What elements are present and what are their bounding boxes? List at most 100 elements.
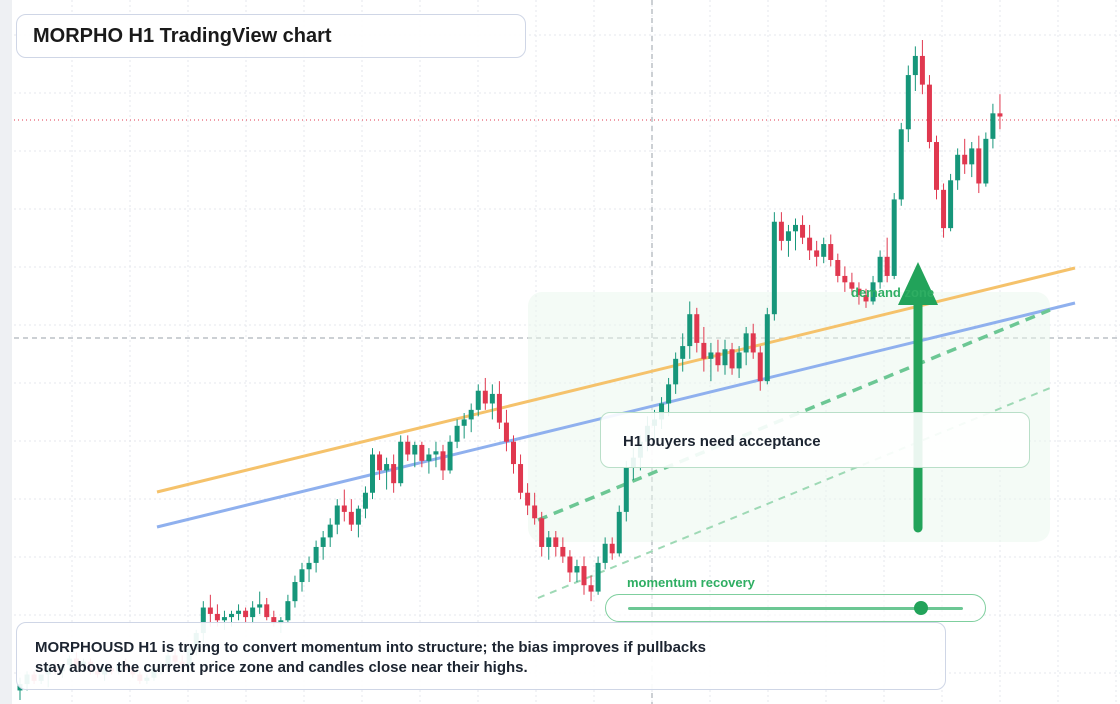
up-arrow-head bbox=[898, 262, 938, 305]
candle-body bbox=[821, 244, 827, 257]
candle-body bbox=[278, 620, 284, 624]
candle-body bbox=[863, 295, 869, 302]
candle-body bbox=[475, 390, 481, 410]
candle-body bbox=[250, 607, 256, 618]
candle-body bbox=[221, 617, 227, 621]
candle-body bbox=[680, 346, 686, 359]
candle-body bbox=[468, 409, 474, 420]
candle-body bbox=[955, 154, 961, 181]
candle-body bbox=[546, 537, 552, 547]
candle-body bbox=[553, 537, 559, 547]
candle-body bbox=[236, 610, 242, 614]
candle-body bbox=[574, 566, 580, 573]
candle-body bbox=[355, 508, 361, 525]
candle-body bbox=[348, 511, 354, 525]
candle-body bbox=[778, 221, 784, 241]
chart-title: MORPHO H1 TradingView chart bbox=[33, 25, 332, 47]
candle-body bbox=[377, 454, 383, 471]
candle-body bbox=[948, 180, 954, 229]
candle-body bbox=[623, 467, 629, 512]
candle-body bbox=[962, 154, 968, 165]
candle-body bbox=[750, 333, 756, 353]
candle-body bbox=[757, 352, 763, 382]
candle-body bbox=[447, 441, 453, 471]
candle-body bbox=[503, 422, 509, 442]
candle-body bbox=[362, 492, 368, 509]
candle-body bbox=[214, 613, 220, 621]
candle-body bbox=[687, 314, 693, 347]
candle-body bbox=[771, 221, 777, 315]
candle-body bbox=[511, 441, 516, 465]
candle-body bbox=[433, 451, 439, 455]
candle-body bbox=[426, 454, 432, 461]
candle-body bbox=[539, 518, 545, 547]
candle-body bbox=[327, 524, 333, 538]
candle-body bbox=[736, 352, 742, 369]
candle-body bbox=[969, 148, 975, 165]
candle-body bbox=[285, 601, 291, 621]
candle-body bbox=[419, 444, 425, 461]
candle-body bbox=[926, 84, 932, 143]
candle-body bbox=[518, 464, 524, 493]
candle-body bbox=[884, 256, 890, 276]
candle-body bbox=[264, 604, 270, 618]
candle-body bbox=[708, 352, 714, 359]
candle-body bbox=[997, 113, 1003, 117]
momentum-label: momentum recovery bbox=[627, 575, 755, 590]
candle-body bbox=[489, 393, 495, 404]
candle-body bbox=[898, 129, 904, 200]
candle-body bbox=[370, 454, 375, 493]
candle-body bbox=[200, 607, 206, 634]
candle-body bbox=[701, 342, 707, 359]
candle-body bbox=[941, 189, 947, 229]
candle-body bbox=[849, 282, 855, 289]
candle-body bbox=[785, 231, 791, 241]
candle-body bbox=[257, 604, 263, 608]
candle-body bbox=[292, 582, 298, 602]
candle-body bbox=[764, 314, 770, 382]
description-line-1: MORPHOUSD H1 is trying to convert moment… bbox=[35, 639, 706, 656]
candle-body bbox=[976, 148, 982, 184]
candle-body bbox=[299, 569, 305, 583]
description-panel: MORPHOUSD H1 is trying to convert moment… bbox=[16, 622, 946, 690]
candle-body bbox=[729, 349, 735, 369]
candle-body bbox=[990, 113, 996, 139]
candle-body bbox=[616, 511, 622, 554]
candle-body bbox=[905, 75, 911, 130]
candle-body bbox=[602, 543, 608, 563]
candle-body bbox=[313, 546, 319, 563]
note-panel: H1 buyers need acceptance bbox=[600, 412, 1030, 468]
candle-body bbox=[856, 288, 862, 296]
candle-body bbox=[581, 566, 587, 586]
candle-body bbox=[461, 419, 467, 426]
candle-body bbox=[391, 464, 397, 484]
slider-track bbox=[628, 607, 963, 610]
momentum-slider[interactable] bbox=[605, 594, 986, 622]
candle-body bbox=[877, 256, 883, 283]
candle-body bbox=[694, 314, 700, 343]
candle-body bbox=[496, 393, 502, 423]
candle-body bbox=[271, 617, 277, 624]
candle-body bbox=[793, 224, 798, 232]
candle-body bbox=[588, 585, 594, 592]
candle-body bbox=[983, 138, 989, 184]
candle-body bbox=[743, 333, 749, 353]
candle-body bbox=[525, 492, 531, 506]
candle-body bbox=[341, 505, 347, 512]
candle-body bbox=[405, 441, 411, 455]
candle-body bbox=[828, 244, 834, 260]
candle-body bbox=[440, 451, 446, 471]
candle-body bbox=[412, 444, 418, 455]
candle-body bbox=[334, 505, 340, 525]
candle-body bbox=[842, 275, 848, 283]
left-scale-edge bbox=[0, 0, 12, 704]
candle-body bbox=[567, 556, 573, 573]
slider-thumb[interactable] bbox=[914, 601, 929, 615]
candle-body bbox=[673, 358, 679, 385]
candle-body bbox=[934, 142, 939, 190]
candle-body bbox=[912, 55, 918, 76]
candle-body bbox=[243, 610, 249, 618]
candle-body bbox=[722, 349, 728, 366]
candle-body bbox=[814, 250, 820, 257]
